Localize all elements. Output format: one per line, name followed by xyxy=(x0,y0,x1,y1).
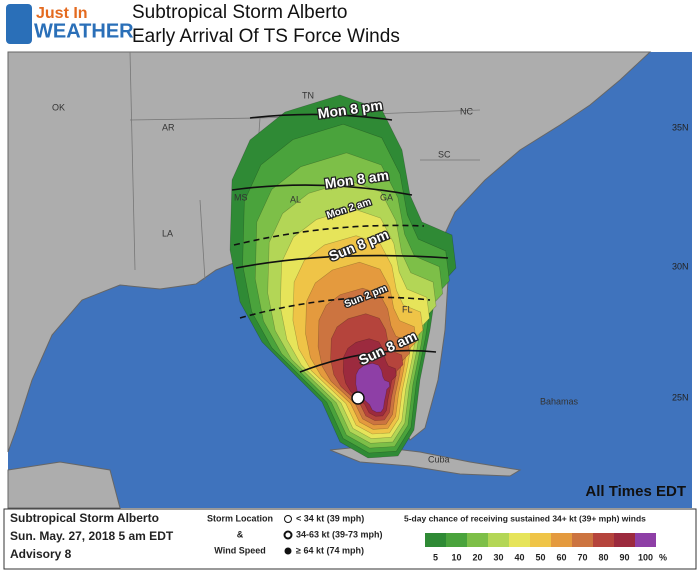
key-title: Storm Location xyxy=(207,513,273,523)
logo: Just In WEATHER xyxy=(6,4,134,44)
scale-swatch xyxy=(509,533,530,547)
scale-label: 5 xyxy=(433,552,438,562)
scale-unit: % xyxy=(659,552,667,562)
scale-label: 90 xyxy=(619,552,629,562)
latitude-label: 25N xyxy=(672,392,689,402)
state-label: NC xyxy=(460,106,473,116)
scale-swatch xyxy=(446,533,467,547)
key-title: & xyxy=(237,529,244,539)
state-label: MS xyxy=(234,192,248,202)
scale-label: 20 xyxy=(472,552,482,562)
key-symbol xyxy=(284,515,292,523)
scale-swatch xyxy=(467,533,488,547)
place-label: Cuba xyxy=(428,454,450,464)
state-label: AR xyxy=(162,122,175,132)
scale-title: 5-day chance of receiving sustained 34+ … xyxy=(404,513,646,523)
storm-position xyxy=(351,391,365,405)
scale-label: 10 xyxy=(451,552,461,562)
state-label: TN xyxy=(302,90,314,100)
scale-swatch xyxy=(425,533,446,547)
legend-advisory: Advisory 8 xyxy=(10,547,72,561)
scale-label: 70 xyxy=(577,552,587,562)
latitude-label: 30N xyxy=(672,261,689,271)
title: Subtropical Storm Alberto xyxy=(132,2,347,23)
scale-label: 30 xyxy=(493,552,503,562)
scale-swatch xyxy=(488,533,509,547)
state-label: OK xyxy=(52,102,65,112)
key-item: < 34 kt (39 mph) xyxy=(296,513,364,523)
state-label: LA xyxy=(162,228,173,238)
color-scale: 5 10 20 30 40 50 60 70 80 90 100% xyxy=(425,533,667,562)
place-label: Bahamas xyxy=(540,396,579,406)
key-item: ≥ 64 kt (74 mph) xyxy=(296,545,364,555)
map: Mon 8 pm Mon 8 am Mon 2 am Sun 8 pm Sun … xyxy=(7,51,692,509)
state-label: FL xyxy=(402,304,413,314)
arrival-lines xyxy=(231,113,449,373)
probability-bands xyxy=(229,94,457,459)
scale-label: 100 xyxy=(638,552,653,562)
state-label: SC xyxy=(438,149,451,159)
key-symbol xyxy=(283,530,293,540)
key-symbol xyxy=(284,547,292,555)
state-label: AL xyxy=(290,194,301,204)
scale-label: 80 xyxy=(598,552,608,562)
key-title: Wind Speed xyxy=(214,545,265,555)
logo-bottom: WEATHER xyxy=(34,20,134,42)
time-note: All Times EDT xyxy=(585,483,686,500)
legend-storm: Subtropical Storm Alberto xyxy=(10,511,159,525)
subtitle: Early Arrival Of TS Force Winds xyxy=(132,26,400,47)
logo-top: Just In xyxy=(36,5,88,22)
legend-date: Sun. May. 27, 2018 5 am EDT xyxy=(10,529,174,543)
scale-swatch xyxy=(551,533,572,547)
scale-label: 60 xyxy=(556,552,566,562)
scale-label: 50 xyxy=(535,552,545,562)
scale-swatch xyxy=(614,533,635,547)
scale-swatch xyxy=(530,533,551,547)
yucatan-land xyxy=(7,461,121,509)
logo-icon xyxy=(6,4,32,44)
state-label: GA xyxy=(380,192,393,202)
scale-label: 40 xyxy=(514,552,524,562)
key-item: 34-63 kt (39-73 mph) xyxy=(296,529,383,539)
legend: Subtropical Storm Alberto Sun. May. 27, … xyxy=(3,508,697,570)
scale-swatch xyxy=(572,533,593,547)
latitude-label: 35N xyxy=(672,122,689,132)
scale-swatch xyxy=(593,533,614,547)
scale-swatch xyxy=(635,533,656,547)
